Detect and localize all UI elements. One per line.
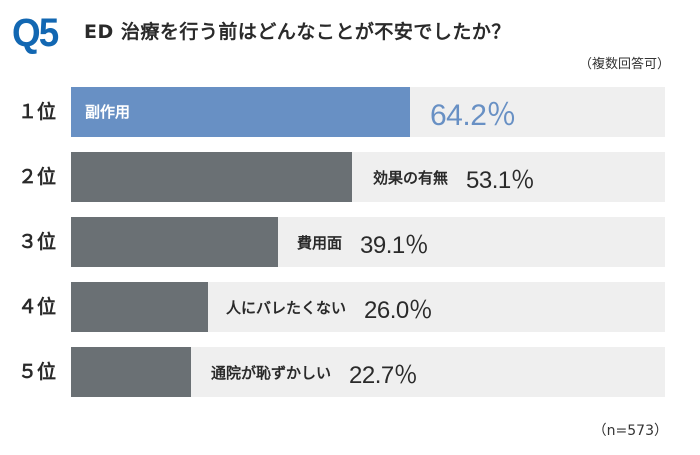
bar-row-3: ３位 費用面 39.1％ [0,217,700,267]
value-label: 64.2％ [430,99,516,132]
value-label: 39.1％ [360,231,429,259]
bar-fill [71,152,352,202]
value-label: 26.0％ [364,296,433,324]
category-label: 費用面 [297,233,343,252]
bar-fill [71,282,208,332]
rank-label: ２位 [18,166,57,188]
bar-row-1: １位 副作用 64.2％ [0,87,700,137]
multiple-answer-note: （複数回答可） [578,57,670,72]
question-badge: Q5 [12,11,59,55]
bar-fill: 副作用 [71,87,410,137]
category-label: 副作用 [85,103,131,121]
bar-track: 効果の有無 53.1％ [71,152,665,202]
bar-track: 費用面 39.1％ [71,217,665,267]
category-label: 通院が恥ずかしい [211,363,332,382]
category-label: 人にバレたくない [226,298,347,317]
rank-label: １位 [18,101,57,123]
bar-row-4: ４位 人にバレたくない 26.0％ [0,282,700,332]
rank-label: ４位 [18,296,57,318]
rank-label: ５位 [18,361,57,383]
bar-fill [71,347,191,397]
rank-label: ３位 [18,231,57,253]
chart-title: ED 治療を行う前はどんなことが不安でしたか？ [84,21,511,43]
value-label: 22.7％ [349,361,418,389]
bar-track: 通院が恥ずかしい 22.7％ [71,347,665,397]
bar-track: 副作用 64.2％ [71,87,665,137]
bar-row-2: ２位 効果の有無 53.1％ [0,152,700,202]
bar-track: 人にバレたくない 26.0％ [71,282,665,332]
category-label: 効果の有無 [373,168,449,187]
bar-fill [71,217,278,267]
bar-row-5: ５位 通院が恥ずかしい 22.7％ [0,347,700,397]
sample-size: （n=573） [592,423,668,439]
value-label: 53.1％ [466,166,535,194]
